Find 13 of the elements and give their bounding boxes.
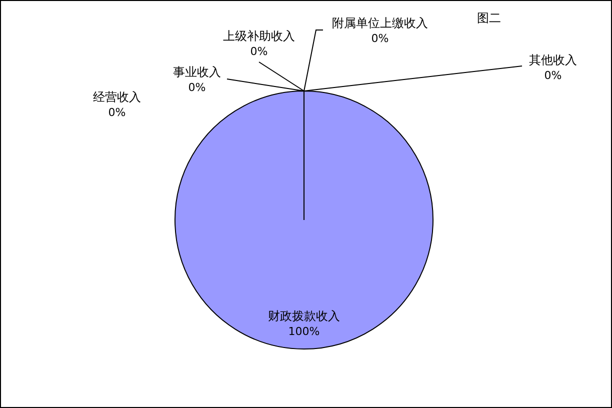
text: 0% xyxy=(188,81,206,94)
category-label: 经营收入 xyxy=(93,90,141,104)
data-label: 100% xyxy=(288,325,320,338)
text: 图二 xyxy=(476,11,502,25)
category-label: 其他收入 xyxy=(529,53,577,67)
text: 0% xyxy=(108,106,126,119)
slice-label: 财政拨款收入 xyxy=(268,309,340,324)
text: 0% xyxy=(250,45,268,58)
text: 0% xyxy=(371,32,389,45)
text: 0% xyxy=(544,69,562,82)
category-label: 附属单位上缴收入 xyxy=(332,16,428,30)
category-label: 事业收入 xyxy=(173,65,221,79)
category-label: 上级补助收入 xyxy=(223,29,295,43)
